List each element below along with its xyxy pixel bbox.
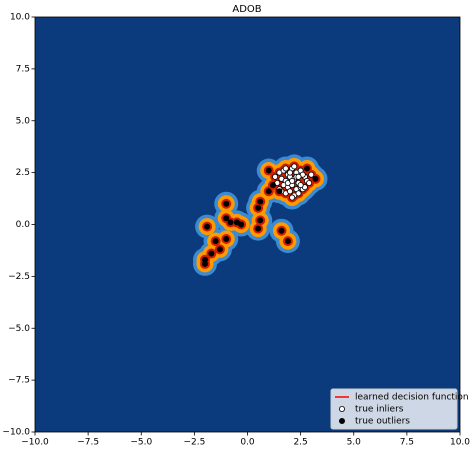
point: [255, 225, 262, 232]
point: [212, 238, 219, 245]
point: [223, 215, 230, 222]
x-tick-label: 0.0: [240, 438, 255, 448]
y-tick-label: 7.5: [16, 64, 30, 74]
point: [312, 175, 319, 182]
y-tick-label: 10.0: [10, 13, 30, 23]
point: [208, 250, 215, 257]
point: [223, 236, 230, 243]
point: [204, 223, 211, 230]
y-tick-label: 0.0: [16, 220, 31, 230]
point: [284, 238, 291, 245]
legend-marker: [338, 417, 345, 424]
x-tick-label: 2.5: [293, 438, 307, 448]
y-tick-label: 5.0: [16, 116, 31, 126]
point: [282, 165, 289, 172]
x-tick-label: 10.0: [450, 438, 470, 448]
point: [286, 169, 293, 176]
point: [303, 165, 310, 172]
point: [297, 182, 304, 189]
legend-label: true inliers: [355, 405, 404, 415]
point: [201, 260, 208, 267]
y-tick-label: −10.0: [2, 428, 30, 438]
point: [257, 198, 264, 205]
point: [265, 167, 272, 174]
x-tick-label: 7.5: [400, 438, 414, 448]
point: [227, 219, 234, 226]
point: [269, 182, 276, 189]
point: [272, 173, 279, 180]
point: [295, 190, 302, 197]
legend-label: true outliers: [355, 417, 410, 427]
point: [278, 227, 285, 234]
point: [223, 200, 230, 207]
y-tick-label: −5.0: [8, 324, 30, 334]
point: [265, 188, 272, 195]
chart-title: ADOB: [232, 4, 261, 15]
x-tick-label: −10.0: [21, 438, 49, 448]
point: [308, 171, 315, 178]
point: [289, 177, 296, 184]
point: [295, 173, 302, 180]
point: [289, 194, 296, 201]
point: [291, 163, 298, 170]
x-tick-label: 5.0: [347, 438, 362, 448]
legend: learned decision function true inliers tru…: [330, 388, 469, 430]
legend-marker: [338, 405, 345, 412]
point: [216, 246, 223, 253]
point: [276, 188, 283, 195]
point: [238, 221, 245, 228]
point: [306, 179, 313, 186]
y-tick-label: −2.5: [8, 272, 30, 282]
legend-box: [330, 388, 458, 430]
x-tick-label: −7.5: [77, 438, 99, 448]
point: [255, 204, 262, 211]
legend-label: learned decision function: [355, 393, 469, 403]
y-tick-label: −7.5: [8, 376, 30, 386]
y-tick-label: 2.5: [16, 168, 30, 178]
point: [286, 188, 293, 195]
point: [257, 217, 264, 224]
x-tick-label: −5.0: [130, 438, 152, 448]
x-tick-label: −2.5: [183, 438, 205, 448]
